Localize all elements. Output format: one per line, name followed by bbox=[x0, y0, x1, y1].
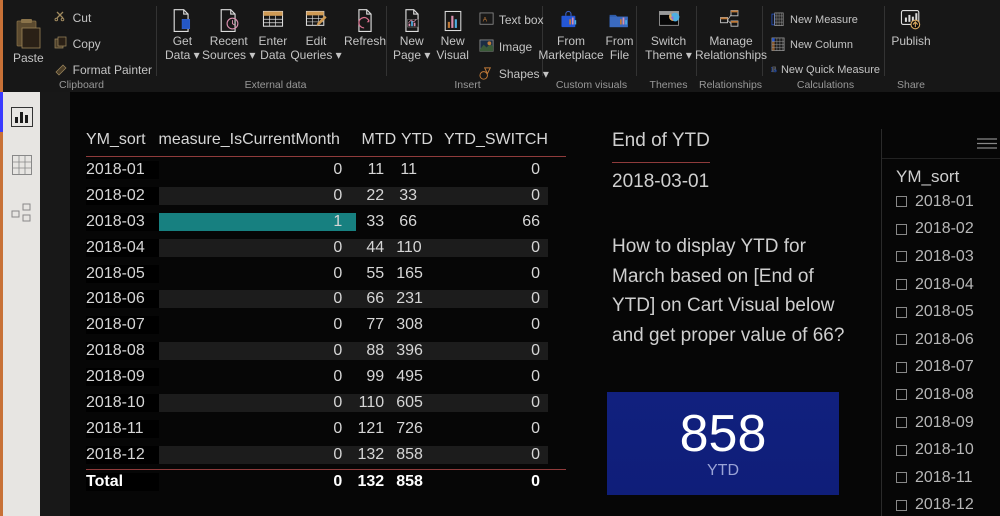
svg-text:A: A bbox=[483, 16, 488, 23]
